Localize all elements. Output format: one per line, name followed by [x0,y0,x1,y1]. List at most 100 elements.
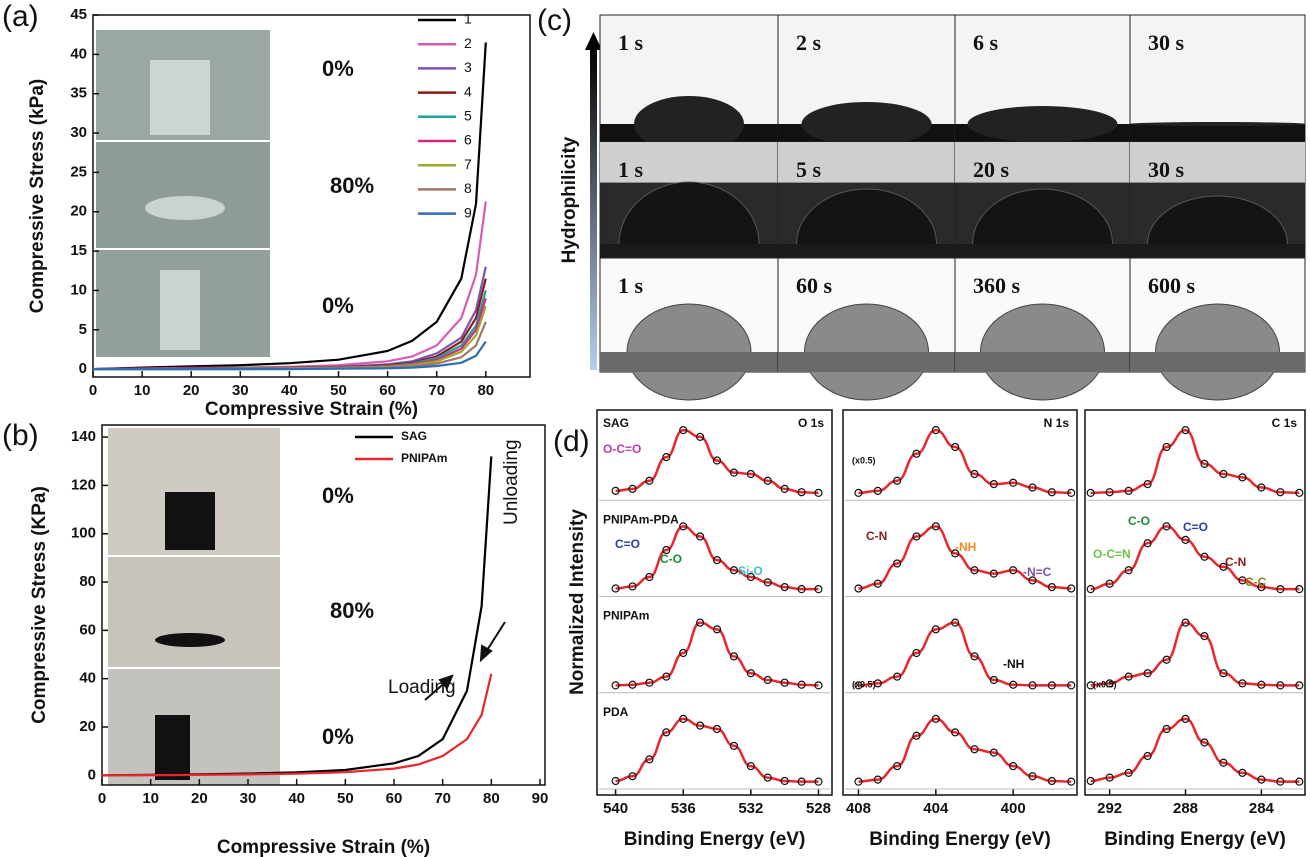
data-point [1047,681,1056,690]
data-point [1105,579,1114,588]
substrate [778,244,955,258]
data-point [814,681,823,690]
legend-label: 6 [464,132,472,148]
annotation: 0% [322,483,354,508]
peak-label: -N=C [1023,565,1052,579]
substrate [955,244,1130,258]
time-label: 20 s [973,157,1010,182]
data-point [970,652,979,661]
data-point [931,426,940,435]
peak-label: C-N [1225,555,1246,569]
data-point [1028,772,1037,781]
time-label: 1 s [618,273,644,298]
x-axis-label: Binding Energy (eV) [624,829,806,850]
peak-label: C-C [1245,575,1267,589]
annotation: 80% [330,598,374,623]
data-point [951,549,960,558]
x-tick-label: 10 [142,790,159,807]
data-point [989,748,998,757]
x-tick-label: 408 [846,800,871,817]
y-tick-label: 100 [71,525,96,542]
data-point [873,679,882,688]
data-point [1238,576,1247,585]
data-point [1028,681,1037,690]
data-point [746,669,755,678]
panel-label: (c) [537,4,572,37]
inset-photos-a [96,30,270,357]
data-point [763,578,772,587]
data-point [873,579,882,588]
data-point [912,532,921,541]
data-point [1276,488,1285,497]
data-point [1143,480,1152,489]
y-tick-label: 35 [70,85,87,102]
peak-label: C=O [1183,520,1208,534]
background-light [955,142,1130,183]
data-point [712,456,722,465]
y-tick-label: 20 [79,718,96,735]
series-line [101,673,493,777]
inset-photos-b [108,428,280,785]
y-tick-label: 120 [71,476,96,493]
substrate [1130,244,1305,258]
data-point [1105,773,1114,782]
data-point [814,585,823,594]
x-tick-label: 90 [532,790,549,807]
fit-envelope [1090,621,1300,687]
data-point [1219,758,1228,767]
series-line [92,42,487,371]
data-point [729,652,739,661]
data-point [1295,585,1304,594]
data-point [970,566,979,575]
annotation: 0% [322,56,354,81]
data-point [712,724,722,734]
data-point [679,648,688,658]
y-tick-label: 80 [79,573,96,590]
plot-frame [1084,409,1306,796]
data-point [1009,762,1018,771]
data-point [662,453,671,462]
data-point [814,488,823,497]
x-tick-label: 10 [134,382,151,399]
data-point [1276,585,1285,594]
y-tick-label: 20 [70,203,87,220]
data-point [1047,776,1056,786]
x-tick-label: 532 [738,800,763,817]
data-point [1124,566,1133,575]
arrow-head [585,32,602,50]
x-tick-label: 50 [330,382,347,399]
x-axis-label: Binding Energy (eV) [1104,829,1286,850]
legend-label-bold: PNIPAm [401,451,447,465]
legend-label: 9 [464,204,472,220]
data-point [1162,522,1171,531]
data-point [854,777,863,786]
substrate [600,244,778,258]
data-point [1295,777,1304,786]
substrate [1130,124,1305,142]
y-tick-label: 10 [70,281,87,298]
data-point [854,681,863,690]
sample-label: PDA [603,705,629,719]
peak-label: O-C=O [603,442,641,456]
x-tick-label: 40 [288,790,305,807]
data-point [1200,738,1209,747]
peak-label: (x0.5) [1093,679,1117,689]
data-point [1200,552,1209,561]
droplet [634,96,744,152]
x-tick-label: 30 [232,382,249,399]
data-point [970,469,979,479]
y-tick-label: 15 [70,242,87,259]
data-point [1257,583,1266,592]
data-point [696,432,705,441]
data-point [893,672,902,681]
y-axis-label: Compressive Stress (KPa) [29,486,50,724]
data-point [1067,681,1076,690]
data-point [951,442,960,452]
annotation: 0% [322,293,354,318]
data-point [729,741,739,750]
data-point [1143,669,1152,678]
data-point [814,777,823,786]
hydrophilicity-arrow [590,48,597,370]
sample-label: PNIPAm-PDA [603,512,679,526]
x-tick-label: 292 [1097,800,1122,817]
